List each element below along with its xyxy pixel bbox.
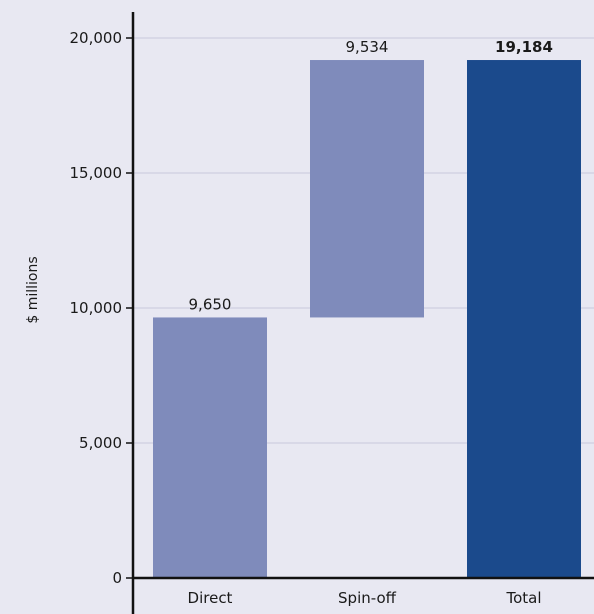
- total-bar: [467, 60, 581, 579]
- y-axis-label: $ millions: [25, 256, 41, 323]
- y-tick-label: 15,000: [70, 164, 123, 182]
- data-label: 9,650: [189, 295, 232, 313]
- category-labels: Direct Spin-off Total: [188, 589, 542, 607]
- bars: [153, 60, 581, 579]
- x-category-label: Spin-off: [338, 589, 397, 607]
- y-tick-label: 5,000: [79, 434, 122, 452]
- x-category-label: Total: [505, 589, 541, 607]
- x-category-label: Direct: [188, 589, 233, 607]
- data-label: 19,184: [495, 38, 553, 56]
- y-tick-labels: 0 5,000 10,000 15,000 20,000: [70, 29, 133, 587]
- y-tick-label: 10,000: [70, 299, 123, 317]
- y-tick-label: 0: [112, 569, 122, 587]
- data-label: 9,534: [346, 38, 389, 56]
- y-tick-label: 20,000: [70, 29, 123, 47]
- axes: [131, 12, 594, 614]
- bar-spin-off: [310, 60, 424, 318]
- bar-direct: [153, 317, 267, 578]
- data-labels: 9,650 9,534 19,184: [189, 38, 553, 313]
